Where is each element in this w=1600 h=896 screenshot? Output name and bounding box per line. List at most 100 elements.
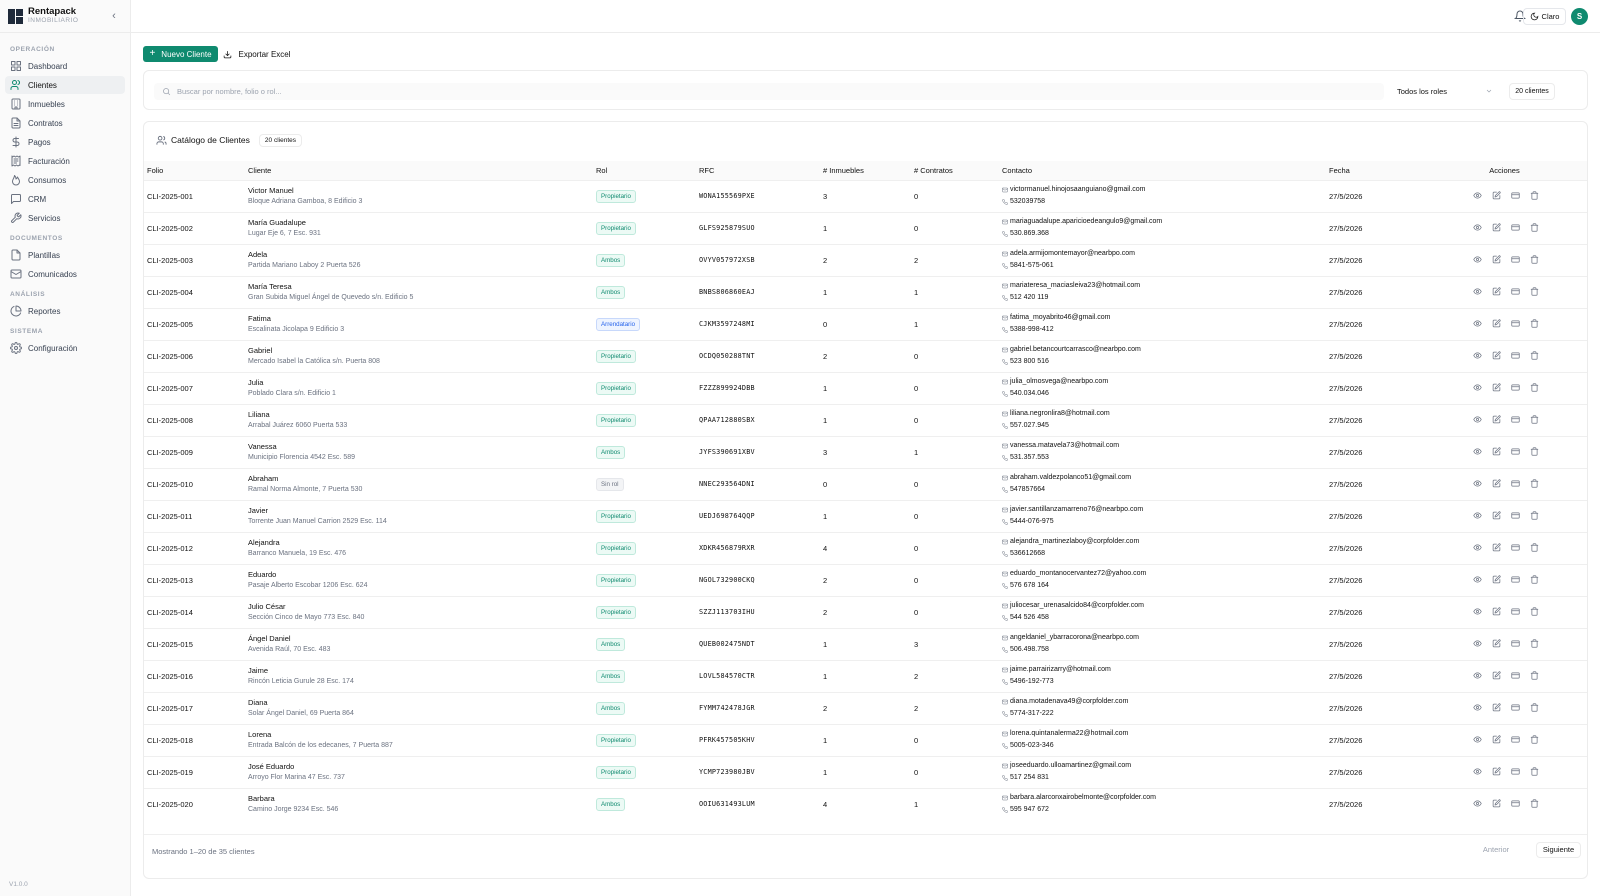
sidebar-item-contratos[interactable]: Contratos [5,114,125,132]
edit-button[interactable] [1492,734,1501,746]
view-button[interactable] [1473,255,1482,266]
payments-button[interactable] [1511,255,1520,266]
edit-button[interactable] [1492,510,1501,522]
view-button[interactable] [1473,543,1482,554]
search-input[interactable]: Buscar por nombre, folio o rol... [154,83,1384,100]
payments-button[interactable] [1511,415,1520,426]
edit-button[interactable] [1492,606,1501,618]
delete-button[interactable] [1530,638,1539,650]
payments-button[interactable] [1511,287,1520,298]
table-row[interactable]: CLI-2025-019 José Eduardo Arroyo Flor Mari… [144,756,1587,788]
payments-button[interactable] [1511,543,1520,554]
sidebar-item-clientes[interactable]: Clientes [5,76,125,94]
sidebar-item-inmuebles[interactable]: Inmuebles [5,95,125,113]
payments-button[interactable] [1511,703,1520,714]
table-row[interactable]: CLI-2025-015 Ángel Daniel Avenida Raúl, 70… [144,628,1587,660]
view-button[interactable] [1473,639,1482,650]
payments-button[interactable] [1511,511,1520,522]
sidebar-item-configuracion[interactable]: Configuración [5,339,125,357]
sidebar-item-crm[interactable]: CRM [5,190,125,208]
collapse-sidebar-icon[interactable]: ‹ [112,10,116,22]
table-row[interactable]: CLI-2025-001 Victor Manuel Bloque Adriana … [144,180,1587,212]
delete-button[interactable] [1530,254,1539,266]
table-row[interactable]: CLI-2025-018 Lorena Entrada Balcón de los … [144,724,1587,756]
table-row[interactable]: CLI-2025-012 Alejandra Barranco Manuela, 1… [144,532,1587,564]
edit-button[interactable] [1492,222,1501,234]
edit-button[interactable] [1492,766,1501,778]
edit-button[interactable] [1492,702,1501,714]
view-button[interactable] [1473,415,1482,426]
sidebar-item-dashboard[interactable]: Dashboard [5,57,125,75]
delete-button[interactable] [1530,510,1539,522]
edit-button[interactable] [1492,318,1501,330]
table-row[interactable]: CLI-2025-020 Barbara Camino Jorge 9234 Esc… [144,788,1587,820]
delete-button[interactable] [1530,799,1539,810]
view-button[interactable] [1473,479,1482,490]
delete-button[interactable] [1530,766,1539,778]
payments-button[interactable] [1511,735,1520,746]
sidebar-item-plantillas[interactable]: Plantillas [5,246,125,264]
view-button[interactable] [1473,447,1482,458]
edit-button[interactable] [1492,254,1501,266]
edit-button[interactable] [1492,446,1501,458]
sidebar-item-reportes[interactable]: Reportes [5,302,125,320]
view-button[interactable] [1473,607,1482,618]
payments-button[interactable] [1511,479,1520,490]
view-button[interactable] [1473,383,1482,394]
sidebar-item-facturacion[interactable]: Facturación [5,152,125,170]
view-button[interactable] [1473,351,1482,362]
payments-button[interactable] [1511,351,1520,362]
table-row[interactable]: CLI-2025-006 Gabriel Mercado Isabel la Cat… [144,340,1587,372]
view-button[interactable] [1473,575,1482,586]
sidebar-item-comunicados[interactable]: Comunicados [5,265,125,283]
delete-button[interactable] [1530,350,1539,362]
edit-button[interactable] [1492,350,1501,362]
edit-button[interactable] [1492,382,1501,394]
delete-button[interactable] [1530,286,1539,298]
payments-button[interactable] [1511,607,1520,618]
payments-button[interactable] [1511,575,1520,586]
delete-button[interactable] [1530,734,1539,746]
table-row[interactable]: CLI-2025-005 Fatima Escalinata Jicolapa 9 … [144,308,1587,340]
view-button[interactable] [1473,735,1482,746]
export-excel-button[interactable]: Exportar Excel [221,46,293,62]
edit-button[interactable] [1492,799,1501,810]
view-button[interactable] [1473,511,1482,522]
delete-button[interactable] [1530,414,1539,426]
edit-button[interactable] [1492,478,1501,490]
view-button[interactable] [1473,799,1482,810]
role-select[interactable]: Todos los roles [1389,83,1501,100]
table-row[interactable]: CLI-2025-007 Julia Poblado Clara s/n. Edif… [144,372,1587,404]
table-row[interactable]: CLI-2025-009 Vanessa Municipio Florencia 4… [144,436,1587,468]
view-button[interactable] [1473,767,1482,778]
table-row[interactable]: CLI-2025-010 Abraham Ramal Norma Almonte, … [144,468,1587,500]
delete-button[interactable] [1530,670,1539,682]
payments-button[interactable] [1511,799,1520,810]
delete-button[interactable] [1530,382,1539,394]
delete-button[interactable] [1530,702,1539,714]
bell-icon[interactable] [1514,10,1526,22]
view-button[interactable] [1473,287,1482,298]
table-row[interactable]: CLI-2025-004 María Teresa Gran Subida Migu… [144,276,1587,308]
delete-button[interactable] [1530,222,1539,234]
view-button[interactable] [1473,191,1482,202]
table-row[interactable]: CLI-2025-016 Jaime Rincón Leticia Gurule 2… [144,660,1587,692]
payments-button[interactable] [1511,191,1520,202]
table-row[interactable]: CLI-2025-013 Eduardo Pasaje Alberto Escoba… [144,564,1587,596]
payments-button[interactable] [1511,767,1520,778]
table-row[interactable]: CLI-2025-017 Diana Solar Ángel Daniel, 69 … [144,692,1587,724]
edit-button[interactable] [1492,670,1501,682]
delete-button[interactable] [1530,446,1539,458]
sidebar-item-pagos[interactable]: Pagos [5,133,125,151]
table-row[interactable]: CLI-2025-008 Liliana Arrabal Juárez 6060 P… [144,404,1587,436]
table-row[interactable]: CLI-2025-014 Julio César Sección Cinco de … [144,596,1587,628]
theme-toggle-button[interactable]: Claro [1523,8,1566,25]
delete-button[interactable] [1530,190,1539,202]
edit-button[interactable] [1492,574,1501,586]
edit-button[interactable] [1492,414,1501,426]
next-page-button[interactable]: Siguiente [1536,842,1581,858]
view-button[interactable] [1473,319,1482,330]
view-button[interactable] [1473,223,1482,234]
avatar[interactable]: S [1571,8,1588,25]
delete-button[interactable] [1530,478,1539,490]
